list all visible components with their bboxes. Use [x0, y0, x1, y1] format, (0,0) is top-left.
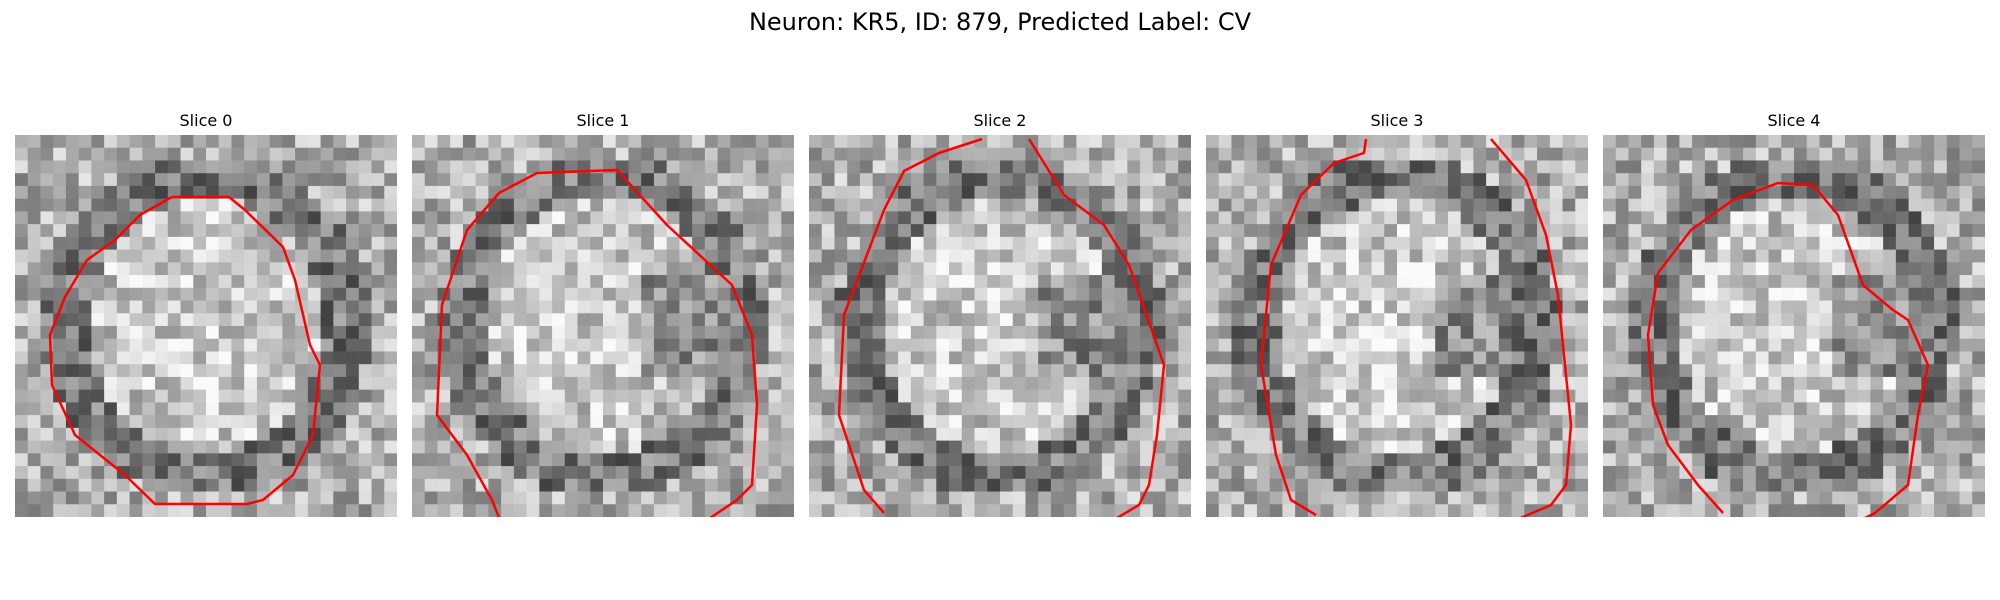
segmentation-contour: [48, 195, 322, 506]
segmentation-contour: [1490, 138, 1573, 517]
slice-title-3: Slice 3: [1370, 111, 1424, 130]
slice-panel-4: Slice 4: [1603, 110, 1985, 517]
slice-image-2: [809, 135, 1191, 517]
segmentation-contour: [1027, 138, 1166, 517]
pixel-grid: [1603, 135, 1985, 517]
segmentation-contour: [837, 137, 983, 514]
segmentation-contour: [1259, 138, 1368, 517]
segmentation-contour: [1657, 181, 1930, 517]
slice-title-0: Slice 0: [179, 111, 233, 130]
slice-image-4: [1603, 135, 1985, 517]
figure-title: Neuron: KR5, ID: 879, Predicted Label: C…: [748, 8, 1252, 36]
segmentation-contour: [1646, 272, 1724, 514]
slice-panel-3: Slice 3: [1206, 110, 1588, 517]
pixel-grid: [412, 135, 794, 517]
slice-panel-1: Slice 1: [412, 110, 794, 517]
slice-panel-0: Slice 0: [15, 110, 397, 517]
slice-image-1: [412, 135, 794, 517]
slice-title-2: Slice 2: [973, 111, 1027, 130]
segmentation-contour: [498, 168, 759, 517]
slice-image-0: [15, 135, 397, 517]
segmentation-contour: [435, 192, 501, 517]
pixel-grid: [15, 135, 397, 517]
slice-title-1: Slice 1: [576, 111, 630, 130]
slice-image-3: [1206, 135, 1588, 517]
pixel-grid: [809, 135, 1191, 517]
slice-panel-2: Slice 2: [809, 110, 1191, 517]
slice-title-4: Slice 4: [1767, 111, 1821, 130]
